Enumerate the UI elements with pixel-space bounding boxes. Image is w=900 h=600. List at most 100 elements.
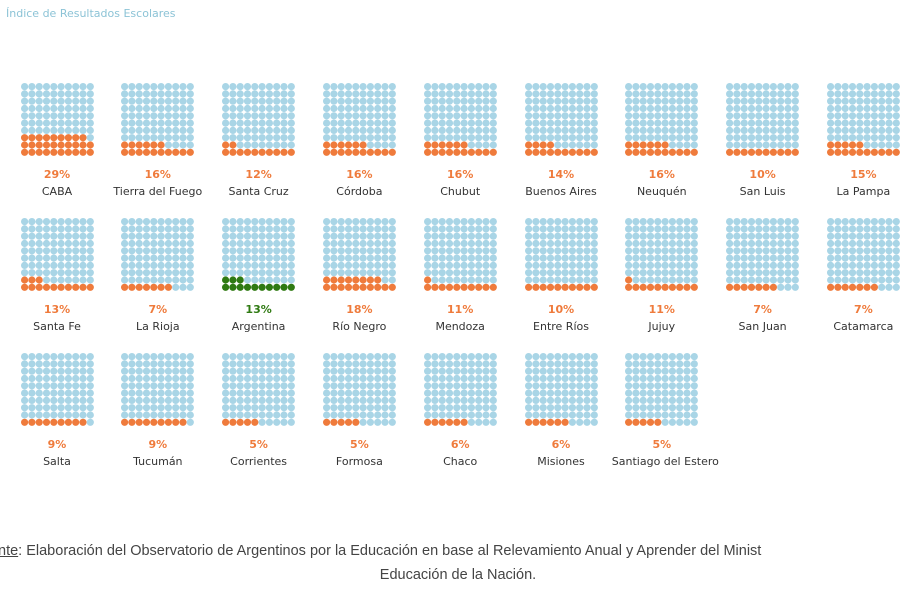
empty-dot: [20, 225, 28, 233]
empty-dot: [222, 374, 230, 383]
empty-dot: [27, 360, 35, 368]
empty-dot: [863, 104, 871, 113]
empty-dot: [322, 247, 331, 255]
empty-dot: [561, 239, 569, 248]
empty-dot: [388, 269, 396, 277]
empty-dot: [57, 239, 65, 248]
empty-dot: [647, 218, 655, 226]
filled-dot: [452, 141, 461, 149]
filled-dot: [388, 283, 396, 291]
filled-dot: [561, 418, 569, 426]
empty-dot: [352, 90, 360, 98]
empty-dot: [582, 382, 591, 390]
empty-dot: [344, 396, 352, 404]
empty-dot: [78, 389, 87, 397]
empty-dot: [42, 83, 50, 91]
empty-dot: [157, 97, 165, 105]
filled-dot: [57, 418, 65, 426]
empty-dot: [229, 367, 237, 375]
filled-dot: [344, 418, 352, 426]
province-label: Neuquén: [636, 185, 687, 198]
empty-dot: [676, 134, 684, 142]
empty-dot: [826, 83, 835, 91]
empty-dot: [42, 404, 50, 412]
empty-dot: [460, 104, 468, 113]
empty-dot: [287, 232, 295, 240]
empty-dot: [474, 97, 482, 105]
empty-dot: [337, 389, 345, 397]
empty-dot: [344, 104, 352, 113]
percent-label: 13%: [245, 303, 272, 316]
empty-dot: [863, 112, 871, 120]
empty-dot: [647, 269, 655, 277]
empty-dot: [186, 126, 195, 134]
filled-dot: [531, 418, 539, 426]
empty-dot: [539, 276, 547, 284]
empty-dot: [683, 261, 691, 269]
empty-dot: [229, 389, 237, 397]
empty-dot: [474, 404, 482, 412]
empty-dot: [474, 104, 482, 113]
empty-dot: [366, 389, 374, 397]
empty-dot: [265, 411, 274, 419]
empty-dot: [639, 225, 648, 233]
empty-dot: [366, 261, 374, 269]
empty-dot: [445, 225, 453, 233]
empty-dot: [841, 119, 849, 127]
province-label: Misiones: [537, 455, 585, 468]
empty-dot: [186, 104, 195, 113]
empty-dot: [733, 232, 741, 240]
empty-dot: [337, 97, 345, 105]
empty-dot: [826, 97, 835, 105]
empty-dot: [359, 404, 367, 412]
empty-dot: [647, 360, 655, 368]
empty-dot: [78, 232, 87, 240]
empty-dot: [258, 112, 266, 120]
empty-dot: [287, 239, 295, 248]
empty-dot: [445, 218, 453, 226]
empty-dot: [733, 104, 741, 113]
empty-dot: [755, 254, 763, 262]
empty-dot: [474, 225, 482, 233]
empty-dot: [20, 360, 28, 368]
empty-dot: [669, 261, 677, 269]
empty-dot: [251, 269, 259, 277]
empty-dot: [373, 134, 382, 142]
empty-dot: [165, 239, 173, 248]
empty-dot: [892, 97, 900, 105]
empty-dot: [784, 239, 792, 248]
percent-label: 5%: [652, 438, 672, 451]
empty-dot: [524, 134, 532, 142]
empty-dot: [430, 112, 439, 120]
percent-label: 7%: [753, 303, 772, 316]
empty-dot: [236, 261, 244, 269]
empty-dot: [726, 218, 734, 226]
empty-dot: [625, 239, 633, 248]
empty-dot: [27, 404, 35, 412]
empty-dot: [870, 254, 878, 262]
empty-dot: [381, 396, 389, 404]
empty-dot: [654, 83, 662, 91]
empty-dot: [143, 360, 151, 368]
empty-dot: [676, 126, 684, 134]
empty-dot: [654, 104, 662, 113]
waffle-dots: [121, 218, 195, 291]
empty-dot: [870, 104, 878, 113]
filled-dot: [143, 148, 151, 156]
empty-dot: [755, 247, 763, 255]
empty-dot: [841, 225, 849, 233]
empty-dot: [322, 97, 331, 105]
empty-dot: [539, 83, 547, 91]
empty-dot: [273, 396, 281, 404]
empty-dot: [877, 104, 886, 113]
empty-dot: [467, 261, 475, 269]
empty-dot: [669, 218, 677, 226]
filled-dot: [251, 283, 259, 291]
empty-dot: [165, 367, 173, 375]
empty-dot: [57, 367, 65, 375]
empty-dot: [172, 283, 180, 291]
empty-dot: [157, 104, 165, 113]
empty-dot: [445, 232, 453, 240]
empty-dot: [258, 261, 266, 269]
empty-dot: [777, 276, 785, 284]
